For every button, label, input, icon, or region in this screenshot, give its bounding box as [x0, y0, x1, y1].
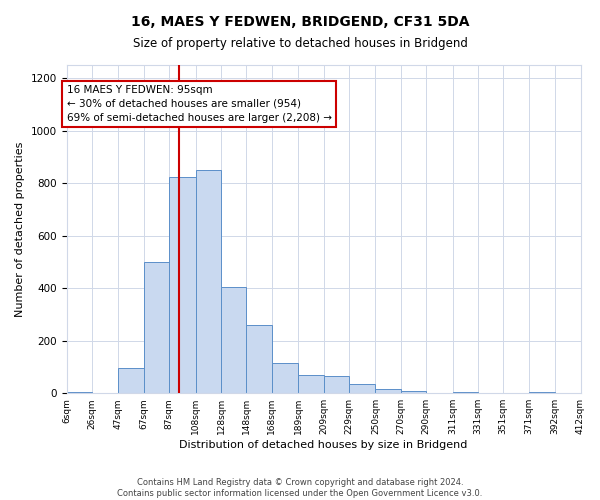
Text: 16, MAES Y FEDWEN, BRIDGEND, CF31 5DA: 16, MAES Y FEDWEN, BRIDGEND, CF31 5DA [131, 15, 469, 29]
X-axis label: Distribution of detached houses by size in Bridgend: Distribution of detached houses by size … [179, 440, 468, 450]
Bar [246, 325, 272, 393]
Text: Size of property relative to detached houses in Bridgend: Size of property relative to detached ho… [133, 38, 467, 51]
Bar [376, 390, 401, 393]
Y-axis label: Number of detached properties: Number of detached properties [15, 142, 25, 317]
Bar [452, 392, 478, 393]
Bar [118, 368, 144, 393]
Bar [67, 392, 92, 393]
Bar [221, 287, 246, 393]
Text: 16 MAES Y FEDWEN: 95sqm
← 30% of detached houses are smaller (954)
69% of semi-d: 16 MAES Y FEDWEN: 95sqm ← 30% of detache… [67, 84, 332, 122]
Bar [323, 376, 349, 393]
Bar [169, 176, 196, 393]
Bar [196, 170, 221, 393]
Text: Contains HM Land Registry data © Crown copyright and database right 2024.
Contai: Contains HM Land Registry data © Crown c… [118, 478, 482, 498]
Bar [298, 375, 323, 393]
Bar [272, 363, 298, 393]
Bar [401, 390, 426, 393]
Bar [144, 262, 169, 393]
Bar [529, 392, 555, 393]
Bar [349, 384, 376, 393]
